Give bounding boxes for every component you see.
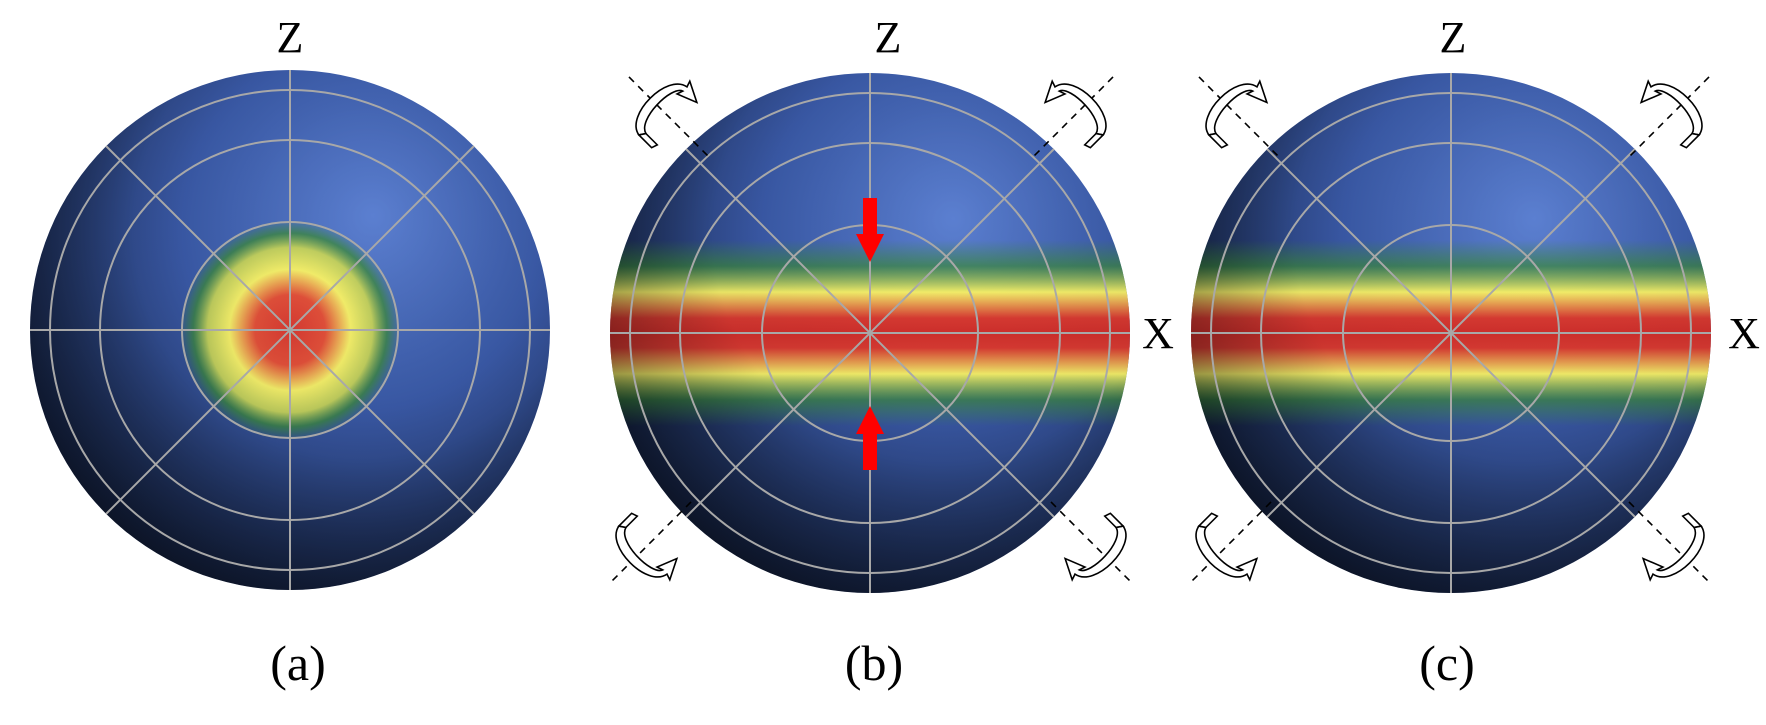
rotation-arrows [1188, 76, 1712, 585]
polar-grid [1191, 73, 1711, 593]
panel-caption: (a) [270, 635, 326, 691]
rotation-arrow-top-right [1030, 76, 1114, 160]
panel-b: Z X (b) [608, 13, 1174, 691]
compression-arrow-up [856, 406, 884, 470]
panel-c: Z X (c) [1188, 13, 1760, 691]
x-axis-label: X [1142, 309, 1174, 358]
rotation-arrow-top-left [1198, 76, 1282, 160]
z-axis-label: Z [277, 13, 304, 62]
panel-caption: (c) [1419, 635, 1475, 691]
compression-arrows [856, 198, 884, 470]
rotation-arrow-bottom-left [1188, 501, 1272, 585]
rotation-arrow-bottom-right [1628, 501, 1712, 585]
rotation-arrow-top-left [628, 76, 712, 160]
compression-arrow-down [856, 198, 884, 262]
panel-caption: (b) [845, 635, 903, 691]
rotation-arrow-bottom-left [608, 501, 692, 585]
z-axis-label: Z [875, 13, 902, 62]
rotation-arrow-top-right [1626, 76, 1710, 160]
x-axis-label: X [1728, 309, 1760, 358]
rotation-arrows [608, 76, 1134, 585]
polar-grid [30, 70, 550, 590]
rotation-arrow-bottom-right [1050, 501, 1134, 585]
panel-a: Z (a) [30, 13, 550, 691]
z-axis-label: Z [1440, 13, 1467, 62]
polar-grid [610, 73, 1130, 593]
